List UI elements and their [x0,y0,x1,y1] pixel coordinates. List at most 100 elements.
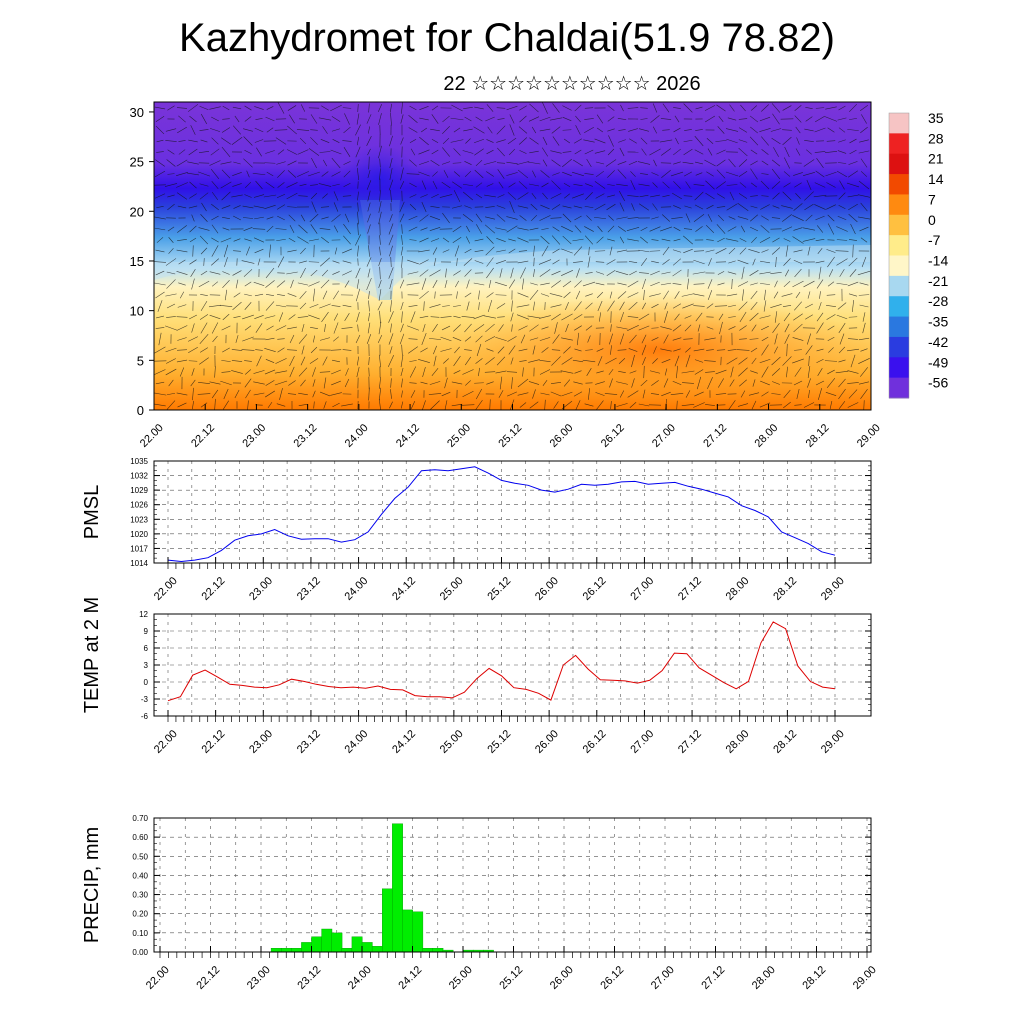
wind-vector [671,192,683,200]
wind-vector [321,269,329,277]
wind-vector [321,216,329,220]
wind-vector [421,278,427,290]
wind-vector [308,171,320,177]
wind-vector [453,305,461,307]
wind-vector [616,326,628,330]
wind-vector [617,282,627,286]
wind-vector [332,139,340,143]
wind-vector [422,324,426,332]
wind-vector [298,404,308,406]
wind-vector [332,183,340,187]
wind-vector [640,258,648,266]
wind-vector [510,267,514,279]
wind-vector [588,246,590,256]
wind-vector [540,235,550,245]
wind-vector [444,400,448,410]
wind-vector [793,380,803,386]
wind-vector [684,315,692,319]
wind-vector [232,106,242,110]
wind-vector [165,140,177,142]
wind-vector [697,324,701,332]
wind-vector [685,213,691,223]
wind-vector [179,367,185,377]
wind-vector [728,316,736,318]
wind-vector [695,226,703,232]
wind-vector [672,324,682,332]
wind-vector [475,159,483,167]
wind-vector [796,388,800,400]
pmsl-grid [154,460,871,564]
wind-vector [824,116,838,122]
wind-vector [441,391,451,397]
wind-vector [651,380,659,386]
wind-vector [332,402,340,408]
wind-vector [191,214,195,222]
wind-vector [274,380,288,386]
wind-vector [827,214,835,222]
wind-vector [485,323,495,333]
wind-vector [223,388,229,400]
wind-vector [366,114,372,124]
wind-vector [716,104,726,112]
wind-vector [421,332,427,346]
wind-vector [539,128,551,132]
wind-vector [497,169,505,179]
wind-vector [155,270,165,276]
wind-vector [761,149,769,155]
wind-vector [782,191,792,201]
wind-vector [661,148,671,156]
wind-vector [357,222,359,236]
wind-vector [676,365,678,379]
wind-vector [618,139,626,143]
wind-vector [775,257,777,267]
wind-vector [244,194,252,198]
wind-vector [223,244,229,258]
wind-vector [693,283,705,285]
wind-vector [651,260,659,264]
wind-vector [356,366,360,378]
wind-vector [311,201,317,213]
wind-vector [518,126,528,134]
y-tick-label: 9 [144,627,149,636]
wind-vector [496,260,506,264]
wind-vector [533,301,535,311]
wind-vector [165,325,177,331]
wind-vector [465,236,471,244]
wind-vector [676,400,678,410]
wind-vector [781,226,793,232]
wind-vector [267,401,273,409]
wind-vector [782,356,792,366]
wind-vector [606,270,616,276]
wind-vector [222,347,230,353]
wind-vector [220,237,232,243]
wind-vector [595,261,605,263]
wind-vector [199,183,209,187]
wind-vector [670,392,684,396]
wind-vector [511,377,513,389]
wind-vector [264,315,276,319]
wind-vector [839,333,845,345]
wind-vector [838,192,846,200]
wind-vector [357,202,359,212]
wind-vector [464,292,472,298]
wind-vector [496,107,506,109]
wind-vector [429,304,441,308]
wind-vector [694,391,704,397]
wind-vector [594,181,606,189]
wind-vector [418,171,430,177]
wind-vector [761,366,769,378]
wind-vector [764,289,766,301]
x-tick-label: 25.12 [496,422,524,450]
wind-vector [441,161,451,165]
wind-vector [659,139,673,143]
wind-vector [516,304,530,308]
wind-vector [355,267,361,279]
wind-vector [727,117,737,121]
wind-vector [649,148,661,156]
wind-vector [166,159,176,167]
wind-vector [517,292,529,298]
wind-vector [838,401,846,409]
wind-vector [640,118,648,120]
wind-vector [466,301,470,311]
wind-vector [759,237,771,243]
